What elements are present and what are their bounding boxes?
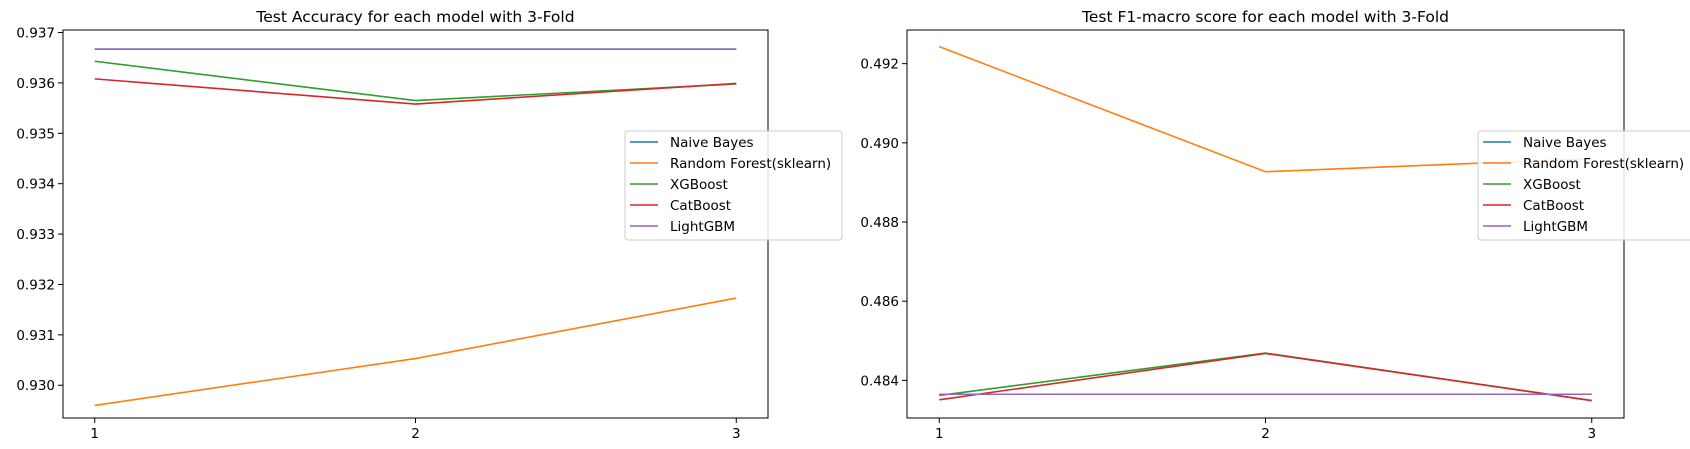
legend-label: Random Forest(sklearn) bbox=[1523, 156, 1684, 172]
y-tick-label: 0.935 bbox=[16, 126, 55, 142]
legend-label: XGBoost bbox=[1523, 177, 1581, 193]
x-tick-label: 3 bbox=[732, 426, 741, 442]
legend-box bbox=[1477, 130, 1690, 241]
y-tick-label: 0.933 bbox=[16, 227, 55, 243]
legend: Naive Bayes Random Forest(sklearn) XGBoost… bbox=[624, 130, 843, 241]
chart-title: Test F1-macro score for each model with … bbox=[1081, 8, 1449, 26]
y-tick-label: 0.486 bbox=[860, 294, 899, 310]
legend-label: LightGBM bbox=[670, 219, 735, 235]
chart-2: Test F1-macro score for each model with … bbox=[860, 8, 1690, 442]
legend-label: CatBoost bbox=[1523, 198, 1584, 214]
series-line-catboost bbox=[939, 352, 1592, 402]
legend-box bbox=[624, 130, 843, 241]
x-tick-label: 2 bbox=[411, 426, 420, 442]
chart-title: Test Accuracy for each model with 3-Fold bbox=[255, 8, 574, 26]
y-tick-label: 0.937 bbox=[16, 26, 55, 42]
series-line-xgboost bbox=[94, 60, 737, 102]
y-tick-label: 0.930 bbox=[16, 378, 55, 394]
legend-label: Random Forest(sklearn) bbox=[670, 156, 831, 172]
x-tick-label: 1 bbox=[90, 426, 99, 442]
y-tick-label: 0.934 bbox=[16, 177, 55, 193]
legend-label: XGBoost bbox=[670, 177, 728, 193]
y-tick-label: 0.932 bbox=[16, 277, 55, 293]
x-tick-label: 1 bbox=[935, 426, 944, 442]
legend-label: Naive Bayes bbox=[670, 135, 754, 151]
y-tick-label: 0.484 bbox=[860, 373, 899, 389]
legend-label: CatBoost bbox=[670, 198, 731, 214]
y-tick-label: 0.488 bbox=[860, 215, 899, 231]
y-tick-label: 0.936 bbox=[16, 76, 55, 92]
x-tick-label: 3 bbox=[1587, 426, 1596, 442]
series-line-catboost bbox=[94, 78, 737, 105]
x-tick-label: 2 bbox=[1261, 426, 1270, 442]
legend: Naive Bayes Random Forest(sklearn) XGBoost… bbox=[1477, 130, 1690, 241]
y-tick-label: 0.492 bbox=[860, 57, 899, 73]
legend-label: LightGBM bbox=[1523, 219, 1588, 235]
legend-label: Naive Bayes bbox=[1523, 135, 1607, 151]
chart-1: Test Accuracy for each model with 3-Fold… bbox=[16, 8, 843, 442]
y-tick-label: 0.931 bbox=[16, 328, 55, 344]
series-line-random-forest-sklearn- bbox=[94, 297, 737, 407]
y-tick-label: 0.490 bbox=[860, 136, 899, 152]
